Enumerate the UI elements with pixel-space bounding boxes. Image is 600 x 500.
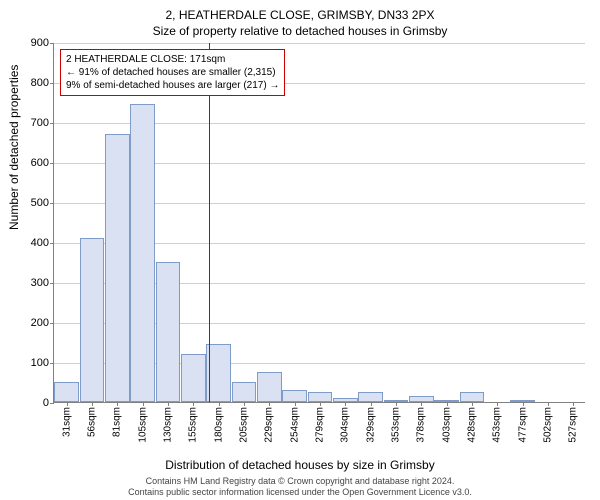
x-tick-label: 279sqm: [315, 407, 326, 443]
x-tick-label: 477sqm: [517, 407, 528, 443]
grid-line: [54, 43, 585, 44]
bar: [130, 104, 155, 402]
y-tick-mark: [50, 123, 54, 124]
footer-attribution: Contains HM Land Registry data © Crown c…: [0, 476, 600, 498]
bar: [156, 262, 181, 402]
bar: [308, 392, 333, 402]
bar: [460, 392, 485, 402]
y-tick-label: 100: [31, 357, 49, 369]
x-tick-mark: [472, 402, 473, 406]
annotation-line: ← 91% of detached houses are smaller (2,…: [66, 66, 279, 79]
y-tick-mark: [50, 83, 54, 84]
x-tick-label: 353sqm: [391, 407, 402, 443]
x-tick-mark: [345, 402, 346, 406]
x-tick-label: 229sqm: [264, 407, 275, 443]
bar: [181, 354, 206, 402]
x-tick-mark: [523, 402, 524, 406]
y-tick-label: 200: [31, 317, 49, 329]
y-tick-label: 700: [31, 117, 49, 129]
x-tick-label: 180sqm: [213, 407, 224, 443]
x-tick-label: 304sqm: [340, 407, 351, 443]
x-tick-label: 155sqm: [188, 407, 199, 443]
plot-area: 010020030040050060070080090031sqm56sqm81…: [53, 43, 585, 403]
bar: [105, 134, 130, 402]
footer-line-1: Contains HM Land Registry data © Crown c…: [0, 476, 600, 487]
x-tick-mark: [371, 402, 372, 406]
x-tick-mark: [117, 402, 118, 406]
bar: [232, 382, 257, 402]
annotation-line: 2 HEATHERDALE CLOSE: 171sqm: [66, 53, 279, 66]
x-tick-label: 130sqm: [163, 407, 174, 443]
x-tick-mark: [269, 402, 270, 406]
y-tick-label: 800: [31, 77, 49, 89]
x-tick-mark: [168, 402, 169, 406]
y-tick-mark: [50, 323, 54, 324]
x-tick-label: 81sqm: [112, 407, 123, 437]
chart-title: 2, HEATHERDALE CLOSE, GRIMSBY, DN33 2PX: [0, 0, 600, 22]
x-tick-label: 502sqm: [543, 407, 554, 443]
y-tick-label: 0: [43, 397, 49, 409]
bar: [80, 238, 105, 402]
annotation-line: 9% of semi-detached houses are larger (2…: [66, 79, 279, 92]
x-tick-label: 403sqm: [441, 407, 452, 443]
y-tick-mark: [50, 43, 54, 44]
bar: [206, 344, 231, 402]
bar: [358, 392, 383, 402]
x-tick-mark: [497, 402, 498, 406]
x-tick-label: 453sqm: [492, 407, 503, 443]
x-tick-mark: [421, 402, 422, 406]
x-tick-mark: [573, 402, 574, 406]
x-tick-mark: [67, 402, 68, 406]
y-tick-mark: [50, 363, 54, 364]
y-tick-label: 600: [31, 157, 49, 169]
x-tick-mark: [92, 402, 93, 406]
x-tick-mark: [219, 402, 220, 406]
reference-line: [209, 43, 210, 402]
x-tick-label: 105sqm: [137, 407, 148, 443]
x-tick-mark: [295, 402, 296, 406]
x-tick-mark: [320, 402, 321, 406]
x-tick-label: 31sqm: [61, 407, 72, 437]
y-tick-label: 300: [31, 277, 49, 289]
y-axis-label: Number of detached properties: [7, 65, 21, 230]
y-tick-mark: [50, 283, 54, 284]
bar: [54, 382, 79, 402]
x-tick-label: 329sqm: [365, 407, 376, 443]
bar: [257, 372, 282, 402]
bar: [282, 390, 307, 402]
x-tick-label: 527sqm: [568, 407, 579, 443]
x-tick-mark: [143, 402, 144, 406]
footer-line-2: Contains public sector information licen…: [0, 487, 600, 498]
x-tick-mark: [244, 402, 245, 406]
x-tick-label: 254sqm: [289, 407, 300, 443]
y-tick-mark: [50, 243, 54, 244]
chart-subtitle: Size of property relative to detached ho…: [0, 22, 600, 38]
y-tick-label: 400: [31, 237, 49, 249]
y-tick-mark: [50, 403, 54, 404]
x-tick-mark: [548, 402, 549, 406]
annotation-box: 2 HEATHERDALE CLOSE: 171sqm← 91% of deta…: [60, 49, 285, 96]
x-tick-mark: [193, 402, 194, 406]
x-tick-mark: [396, 402, 397, 406]
x-tick-label: 378sqm: [416, 407, 427, 443]
x-tick-label: 56sqm: [87, 407, 98, 437]
x-tick-mark: [447, 402, 448, 406]
x-tick-label: 428sqm: [467, 407, 478, 443]
x-tick-label: 205sqm: [239, 407, 250, 443]
y-tick-label: 500: [31, 197, 49, 209]
y-tick-mark: [50, 203, 54, 204]
y-tick-mark: [50, 163, 54, 164]
y-tick-label: 900: [31, 37, 49, 49]
chart-container: 2, HEATHERDALE CLOSE, GRIMSBY, DN33 2PX …: [0, 0, 600, 500]
x-axis-label: Distribution of detached houses by size …: [0, 458, 600, 472]
